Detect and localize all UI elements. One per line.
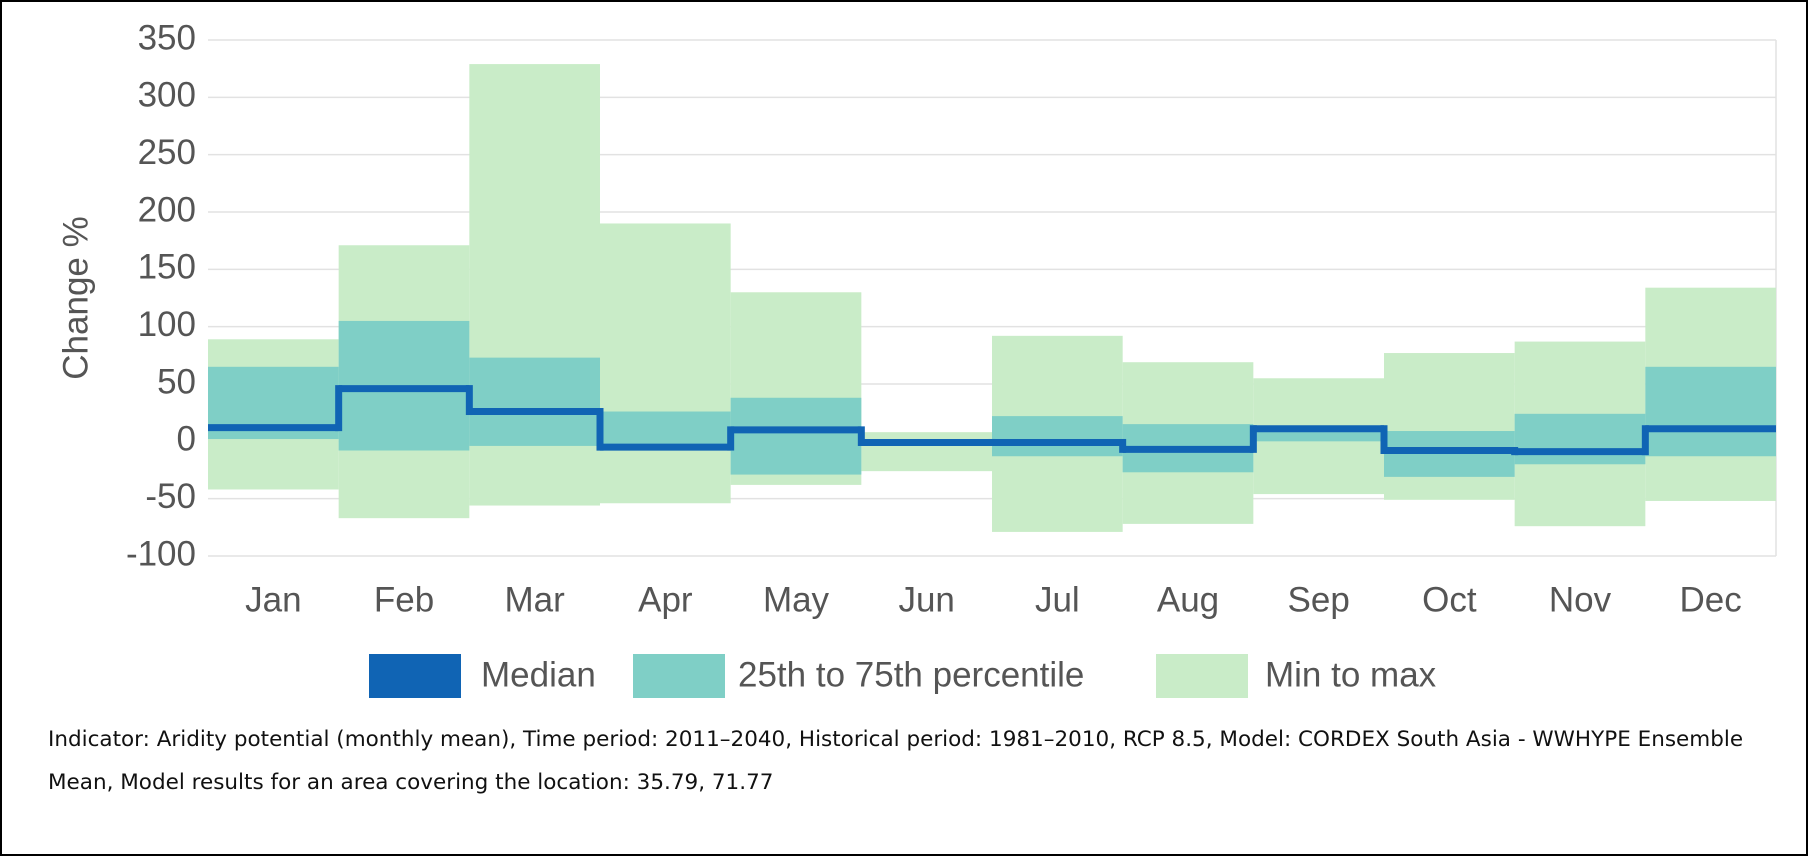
x-tick-label: Aug	[1157, 580, 1219, 619]
percentile-band	[1645, 366, 1776, 457]
legend-label: Median	[481, 655, 596, 694]
y-axis-label: Change %	[56, 216, 95, 379]
x-tick-label: Mar	[505, 580, 566, 619]
x-tick-label: Oct	[1422, 580, 1477, 619]
y-tick-label: 350	[138, 18, 196, 57]
x-tick-label: Sep	[1288, 580, 1350, 619]
x-tick-label: May	[763, 580, 830, 619]
min-max-band	[1384, 353, 1515, 500]
percentile-band	[1514, 413, 1646, 465]
y-tick-label: 0	[177, 420, 196, 459]
x-tick-label: Jun	[898, 580, 954, 619]
y-tick-label: 100	[138, 305, 196, 344]
min-max-band	[600, 223, 731, 504]
x-tick-label: Jan	[245, 580, 301, 619]
legend-label: 25th to 75th percentile	[738, 655, 1084, 694]
y-tick-label: 250	[138, 133, 196, 172]
footnote: Indicator: Aridity potential (monthly me…	[48, 727, 1744, 795]
x-tick-label: Feb	[374, 580, 434, 619]
x-tick-label: Dec	[1680, 580, 1742, 619]
legend-swatch	[1156, 654, 1248, 698]
y-tick-label: -100	[126, 534, 196, 573]
x-tick-label: Nov	[1549, 580, 1612, 619]
x-tick-label: Apr	[638, 580, 693, 619]
y-tick-label: 50	[157, 362, 196, 401]
y-tick-label: -50	[145, 477, 196, 516]
y-tick-label: 150	[138, 248, 196, 287]
legend-swatch	[369, 654, 461, 698]
min-max-band	[861, 432, 992, 472]
legend-label: Min to max	[1265, 655, 1437, 694]
percentile-band	[600, 411, 731, 445]
y-tick-label: 300	[138, 76, 196, 115]
percentile-band	[992, 416, 1123, 457]
legend-swatch	[633, 654, 725, 698]
y-tick-label: 200	[138, 190, 196, 229]
percentile-band	[730, 397, 862, 475]
x-tick-label: Jul	[1035, 580, 1080, 619]
percentile-band	[469, 357, 600, 446]
